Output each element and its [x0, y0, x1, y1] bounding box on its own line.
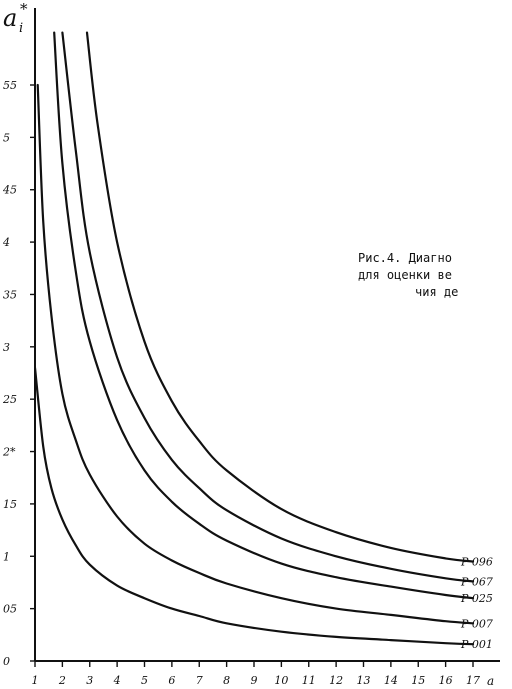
x-tick-label: 16 — [439, 674, 453, 687]
x-tick-label: 11 — [302, 674, 316, 687]
y-tick-label: 45 — [2, 184, 17, 197]
x-tick-label: 5 — [141, 674, 148, 687]
y-axis-title-subscript: i — [19, 21, 23, 36]
series-curve — [85, 31, 475, 563]
x-tick-label: 2 — [58, 674, 66, 687]
x-tick-label: 3 — [86, 674, 93, 687]
x-tick-label: 7 — [196, 674, 203, 687]
x-tick-label: 14 — [384, 674, 398, 687]
caption-line: Рис.4. Диагно — [358, 251, 452, 265]
x-tick-label: 10 — [274, 674, 288, 687]
series-label: P 025 — [460, 592, 493, 605]
y-tick-label: 0 — [3, 655, 10, 668]
y-tick-label: 3 — [3, 341, 10, 354]
x-axis-title: a — [487, 674, 494, 688]
series-label: P 001 — [460, 638, 493, 651]
y-tick-label: 15 — [3, 498, 17, 511]
y-tick-label: 05 — [3, 603, 17, 616]
y-tick-label: 4 — [2, 236, 10, 249]
x-tick-label: 9 — [251, 674, 258, 687]
y-axis-title: a i * — [3, 0, 28, 36]
series-curve — [53, 31, 475, 600]
series-curve — [36, 83, 475, 625]
x-tick-label: 6 — [168, 674, 175, 687]
caption-line: для оценки ве — [358, 268, 452, 282]
series-label: P 067 — [460, 575, 493, 588]
y-tick-label: 2* — [2, 446, 16, 459]
x-tick-label: 15 — [411, 674, 425, 687]
y-tick-label: 35 — [3, 288, 17, 301]
x-tick-label: 17 — [466, 674, 480, 687]
x-tick-label: 12 — [329, 674, 343, 687]
y-axis-title-superscript: * — [20, 0, 28, 18]
y-tick-label: 55 — [3, 79, 17, 92]
figure-caption: Рис.4. Диагно для оценки ве чия де — [358, 251, 458, 299]
series-labels: P 001 P 007 P 025 P 067 P 096 — [460, 556, 493, 652]
caption-line: чия де — [415, 285, 458, 299]
y-tick-label: 1 — [3, 550, 10, 563]
series-label: P 007 — [460, 617, 493, 630]
x-tick-label: 4 — [113, 674, 121, 687]
x-tick-label: 8 — [223, 674, 230, 687]
series-curves — [35, 31, 475, 646]
series-curve — [35, 366, 475, 646]
axes — [34, 8, 500, 662]
y-axis-title-main: a — [3, 4, 17, 32]
series-curve — [61, 31, 475, 583]
x-tick-label: 13 — [357, 674, 371, 687]
series-label: P 096 — [460, 556, 493, 569]
x-tick-label: 1 — [32, 674, 39, 687]
x-ticks: 1 2 3 4 5 6 7 8 9 10 11 12 13 14 15 16 17 — [32, 661, 480, 687]
y-tick-label: 25 — [2, 393, 17, 406]
y-tick-label: 5 — [3, 131, 10, 144]
